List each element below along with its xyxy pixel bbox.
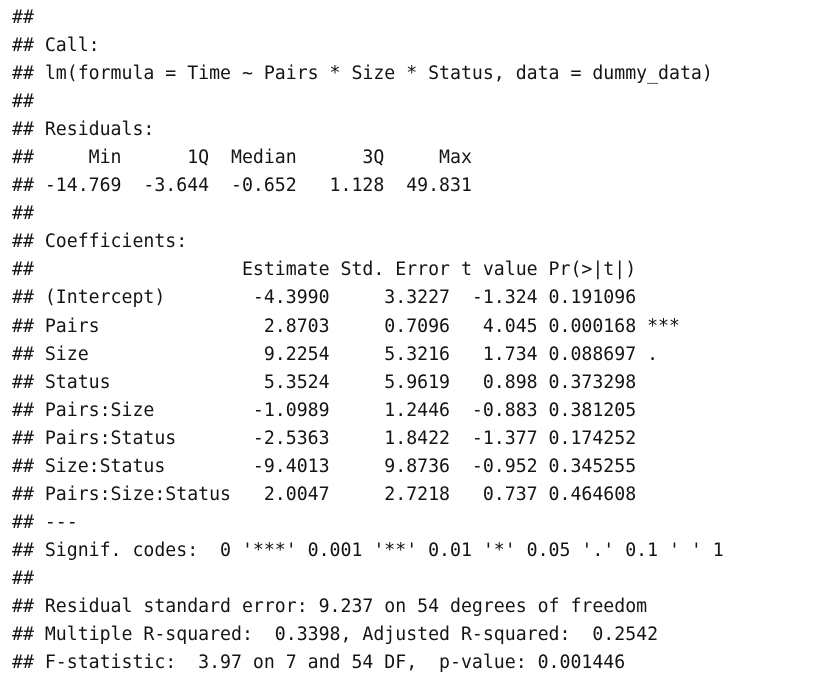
call-heading: ## Call: [12, 35, 100, 57]
coefficients-header-row: ## Estimate Std. Error t value Pr(>|t|) [12, 259, 637, 281]
f-statistic-line: ## F-statistic: 3.97 on 7 and 54 DF, p-v… [12, 652, 626, 674]
coefficient-row-pairs: ## Pairs 2.8703 0.7096 4.045 0.000168 **… [12, 315, 680, 337]
blank-comment-line: ## [12, 7, 34, 28]
call-formula: ## lm(formula = Time ~ Pairs * Size * St… [12, 63, 713, 85]
coefficient-row-status: ## Status 5.3524 5.9619 0.898 0.373298 [12, 371, 637, 393]
coefficient-row-intercept: ## (Intercept) -4.3990 3.3227 -1.324 0.1… [12, 287, 637, 309]
coefficient-row-pairs-size-status: ## Pairs:Size:Status 2.0047 2.7218 0.737… [12, 483, 637, 505]
r-squared-line: ## Multiple R-squared: 0.3398, Adjusted … [12, 624, 659, 646]
residuals-header-row: ## Min 1Q Median 3Q Max [12, 147, 472, 169]
coefficient-row-size-status: ## Size:Status -9.4013 9.8736 -0.952 0.3… [12, 455, 637, 477]
coefficient-row-pairs-status: ## Pairs:Status -2.5363 1.8422 -1.377 0.… [12, 427, 637, 449]
coefficient-row-size: ## Size 9.2254 5.3216 1.734 0.088697 . [12, 343, 659, 365]
blank-comment-line: ## [12, 203, 34, 225]
signif-codes-line: ## Signif. codes: 0 '***' 0.001 '**' 0.0… [12, 539, 724, 561]
blank-comment-line: ## [12, 567, 34, 589]
residuals-heading: ## Residuals: [12, 119, 155, 141]
separator-line: ## --- [12, 511, 78, 533]
residual-standard-error-line: ## Residual standard error: 9.237 on 54 … [12, 595, 648, 617]
coefficients-heading: ## Coefficients: [12, 231, 188, 253]
residuals-values-row: ## -14.769 -3.644 -0.652 1.128 49.831 [12, 175, 472, 197]
coefficient-row-pairs-size: ## Pairs:Size -1.0989 1.2446 -0.883 0.38… [12, 399, 637, 421]
blank-comment-line: ## [12, 91, 34, 113]
